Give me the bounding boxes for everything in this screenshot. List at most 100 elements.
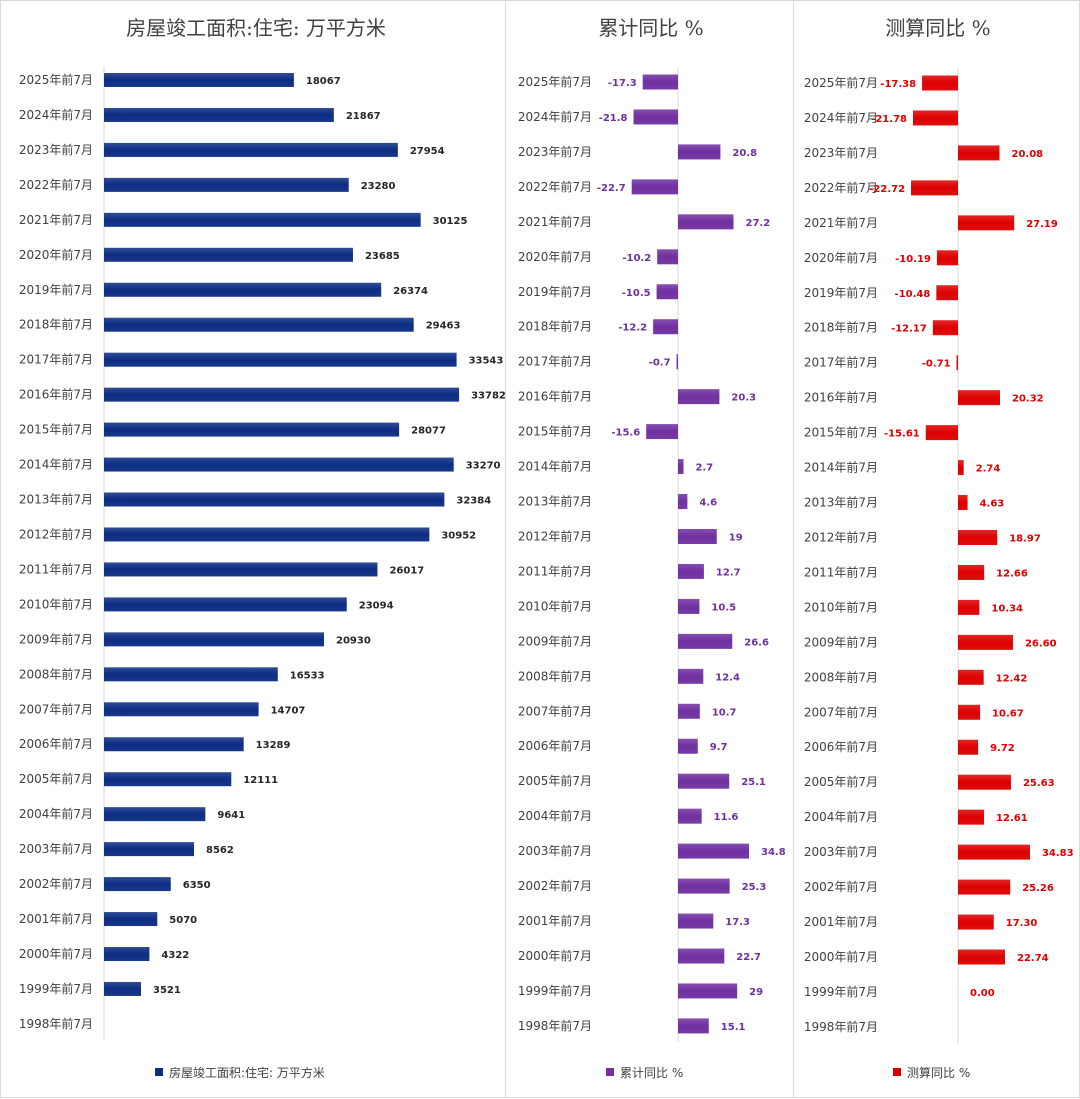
category-tick-label: 2015年前7月 <box>518 424 592 439</box>
data-label: 26.6 <box>744 637 769 648</box>
category-tick-label: 2022年前7月 <box>518 179 592 194</box>
category-tick-label: 2007年前7月 <box>804 704 878 719</box>
category-tick-label: 2003年前7月 <box>19 841 93 856</box>
category-tick-label: 2006年前7月 <box>804 739 878 754</box>
bar-cumulative-5 <box>657 249 678 265</box>
data-label: -22.7 <box>597 183 626 194</box>
category-tick-label: 2004年前7月 <box>518 808 592 823</box>
bar-completion-5 <box>104 247 353 262</box>
data-label: -10.5 <box>622 288 651 299</box>
category-tick-label: 2016年前7月 <box>518 389 592 404</box>
category-tick-label: 2000年前7月 <box>804 949 878 964</box>
bar-completion-22 <box>104 842 194 857</box>
category-tick-label: 1998年前7月 <box>19 1016 93 1031</box>
category-tick-label: 2020年前7月 <box>804 250 878 265</box>
bar-completion-14 <box>104 562 378 577</box>
bar-cumulative-0 <box>642 74 678 90</box>
data-label: 25.63 <box>1023 778 1055 789</box>
bar-completion-25 <box>104 947 150 961</box>
bar-completion-21 <box>104 807 206 822</box>
bar-completion-15 <box>104 597 347 612</box>
data-label: -21.8 <box>599 113 628 124</box>
chart-title: 测算同比 % <box>885 16 990 40</box>
data-label: 20.3 <box>731 393 756 404</box>
category-tick-label: 2023年前7月 <box>804 145 878 160</box>
category-tick-label: 2005年前7月 <box>19 771 93 786</box>
bar-completion-3 <box>104 177 349 192</box>
category-tick-label: 2024年前7月 <box>804 110 878 125</box>
category-tick-label: 2018年前7月 <box>518 319 592 334</box>
data-label: 17.3 <box>725 917 750 928</box>
data-label: 16533 <box>290 670 325 681</box>
category-tick-label: 2017年前7月 <box>804 355 878 370</box>
category-tick-label: 2014年前7月 <box>518 459 592 474</box>
data-label: 21867 <box>346 111 381 122</box>
data-label: 26.60 <box>1025 638 1057 649</box>
data-label: 20.08 <box>1011 149 1043 160</box>
bar-estimated-6 <box>936 285 958 301</box>
data-label: 22.7 <box>736 952 761 963</box>
bar-estimated-2 <box>958 145 1000 161</box>
bar-estimated-11 <box>958 460 964 476</box>
bar-cumulative-22 <box>678 843 749 859</box>
category-tick-label: 2013年前7月 <box>19 492 93 507</box>
category-tick-label: 2018年前7月 <box>804 320 878 335</box>
bar-completion-18 <box>104 702 259 717</box>
data-label: 33782 <box>471 391 506 402</box>
data-label: 4.63 <box>980 499 1005 510</box>
category-tick-label: 2019年前7月 <box>804 285 878 300</box>
bar-estimated-12 <box>958 495 968 511</box>
bar-cumulative-15 <box>678 598 700 614</box>
bar-completion-7 <box>104 317 414 332</box>
data-label: 27.2 <box>745 218 770 229</box>
bar-completion-9 <box>104 387 460 402</box>
data-label: 12.7 <box>716 567 741 578</box>
data-label: 20.8 <box>732 148 757 159</box>
data-label: 23280 <box>361 181 396 192</box>
data-label: 20930 <box>336 635 371 646</box>
bar-completion-17 <box>104 667 278 682</box>
data-label: 4322 <box>161 950 189 961</box>
bar-estimated-18 <box>958 704 981 720</box>
category-tick-label: 2017年前7月 <box>19 352 93 367</box>
data-label: 27.19 <box>1026 219 1058 230</box>
bar-cumulative-14 <box>678 563 704 579</box>
chart-panel-cumulative-yoy: 累计同比 % 2025年前7月 -17.3 2024年前7月 -21.8 2023年前7月… <box>505 0 794 1098</box>
legend-label: 测算同比 % <box>907 1065 970 1080</box>
bar-cumulative-9 <box>678 389 720 405</box>
category-tick-label: 2024年前7月 <box>19 107 93 122</box>
category-tick-label: 2014年前7月 <box>19 457 93 472</box>
category-tick-label: 2010年前7月 <box>518 598 592 613</box>
data-label: 12.61 <box>996 813 1028 824</box>
bar-cumulative-21 <box>678 808 702 824</box>
category-tick-label: 2006年前7月 <box>19 736 93 751</box>
bar-cumulative-26 <box>678 983 738 999</box>
bar-completion-26 <box>104 981 142 996</box>
category-tick-label: 1999年前7月 <box>19 981 93 996</box>
bar-estimated-17 <box>958 669 984 685</box>
category-tick-label: 2008年前7月 <box>804 669 878 684</box>
data-label: -17.3 <box>608 78 637 89</box>
data-label: 10.67 <box>992 708 1024 719</box>
data-label: -15.61 <box>884 429 920 440</box>
bar-cumulative-25 <box>678 948 725 964</box>
bar-estimated-10 <box>925 425 958 441</box>
category-tick-label: 2000年前7月 <box>518 948 592 963</box>
bar-cumulative-13 <box>678 528 717 544</box>
category-tick-label: 2017年前7月 <box>518 354 592 369</box>
data-label: 29463 <box>426 321 461 332</box>
category-tick-label: 2019年前7月 <box>518 284 592 299</box>
bar-estimated-7 <box>932 320 958 336</box>
bar-completion-13 <box>104 527 430 542</box>
data-label: -10.48 <box>895 289 931 300</box>
category-tick-label: 2015年前7月 <box>804 425 878 440</box>
data-label: 11.6 <box>714 812 739 823</box>
category-tick-label: 2019年前7月 <box>19 282 93 297</box>
category-tick-label: 2014年前7月 <box>804 460 878 475</box>
bar-completion-10 <box>104 422 400 437</box>
bar-estimated-8 <box>956 355 958 371</box>
category-tick-label: 2011年前7月 <box>518 563 592 578</box>
data-label: 19 <box>729 532 743 543</box>
bar-completion-2 <box>104 142 398 157</box>
bar-cumulative-23 <box>678 878 730 894</box>
